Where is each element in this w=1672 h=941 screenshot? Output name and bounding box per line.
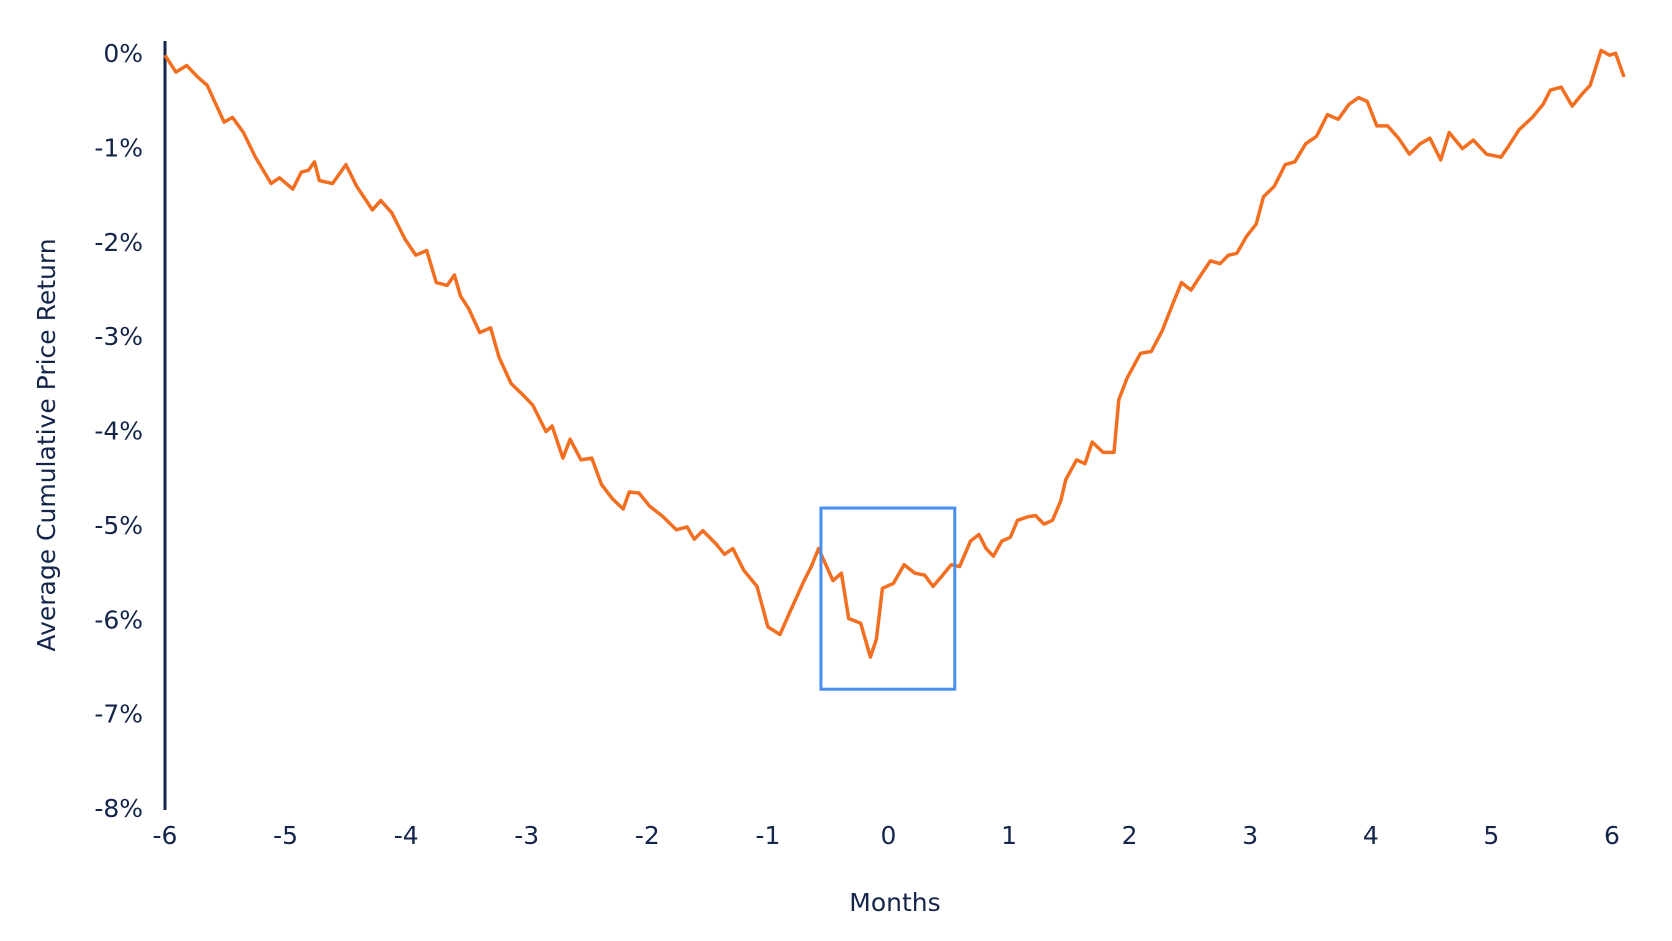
x-tick-label: 1 (1001, 821, 1017, 850)
x-tick-label: -3 (514, 821, 539, 850)
y-tick-label: -7% (94, 700, 143, 729)
x-tick-label: -5 (273, 821, 298, 850)
y-tick-label: -1% (94, 134, 143, 163)
data-line (163, 48, 1626, 659)
y-tick-label: -8% (94, 794, 143, 823)
y-tick-label: -4% (94, 417, 143, 446)
x-tick-label: 2 (1122, 821, 1138, 850)
y-tick-label: -6% (94, 605, 143, 634)
x-tick-label: 3 (1242, 821, 1258, 850)
x-tick-label: -6 (153, 821, 178, 850)
x-tick-label: -4 (394, 821, 419, 850)
x-tick-label: 6 (1604, 821, 1620, 850)
y-tick-label: -3% (94, 322, 143, 351)
x-tick-label: 5 (1483, 821, 1499, 850)
y-tick-label: -5% (94, 511, 143, 540)
x-tick-label: -2 (635, 821, 660, 850)
x-axis-title: Months (849, 888, 940, 917)
y-tick-label: 0% (103, 39, 143, 68)
x-tick-label: 4 (1363, 821, 1379, 850)
highlight-box (819, 506, 957, 691)
x-tick-label: 0 (881, 821, 897, 850)
x-tick-label: -1 (755, 821, 780, 850)
y-tick-label: -2% (94, 228, 143, 257)
y-axis-title: Average Cumulative Price Return (32, 238, 61, 651)
